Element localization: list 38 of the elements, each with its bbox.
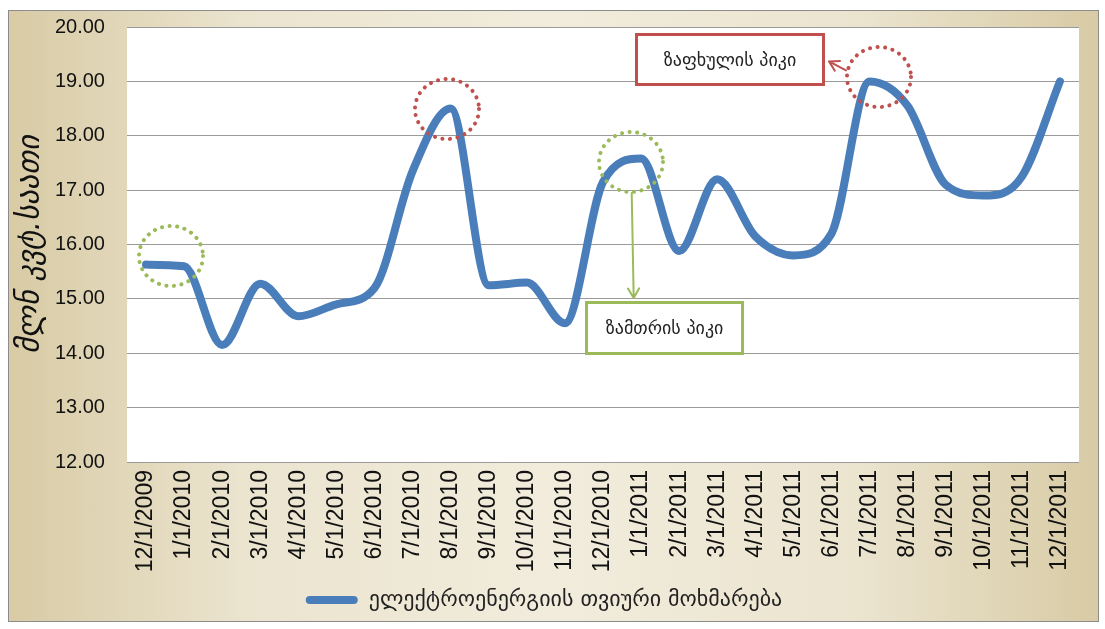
y-tick-label: 14.00	[54, 340, 105, 363]
x-tick-label: 8/1/2010	[436, 470, 463, 560]
x-tick-label: 5/1/2011	[778, 470, 805, 558]
y-tick-label: 19.00	[54, 68, 105, 91]
x-tick-label: 7/1/2010	[397, 470, 424, 560]
x-tick-label: 6/1/2011	[816, 470, 843, 558]
legend-label: ელექტროენერგიის თვიური მოხმარება	[368, 585, 783, 611]
x-tick-label: 4/1/2011	[740, 470, 767, 558]
x-tick-label: 5/1/2010	[321, 470, 348, 560]
y-tick-label: 20.00	[54, 14, 105, 37]
x-tick-label: 2/1/2011	[664, 470, 691, 558]
x-tick-label: 9/1/2011	[931, 470, 958, 558]
x-tick-label: 12/1/2009	[131, 470, 158, 573]
x-tick-label: 3/1/2010	[245, 470, 272, 560]
y-axis-title: მლნ კვტ.საათი	[10, 132, 46, 354]
y-tick-label: 17.00	[54, 177, 105, 200]
y-tick-label: 15.00	[54, 286, 105, 309]
x-tick-label: 4/1/2010	[283, 470, 310, 560]
x-tick-label: 7/1/2011	[854, 470, 881, 558]
x-tick-label: 11/1/2011	[1007, 470, 1034, 569]
y-tick-label: 16.00	[54, 232, 105, 255]
x-tick-label: 2/1/2010	[207, 470, 234, 560]
y-tick-label: 18.00	[54, 123, 105, 146]
x-tick-label: 6/1/2010	[359, 470, 386, 560]
y-tick-label: 12.00	[54, 449, 105, 472]
x-tick-label: 1/1/2011	[626, 470, 653, 558]
x-tick-label: 12/1/2011	[1045, 470, 1072, 571]
annotation: ზაფხულის პიკი	[663, 48, 797, 71]
x-tick-label: 10/1/2010	[512, 470, 539, 573]
y-tick-label: 13.00	[54, 395, 105, 418]
x-tick-label: 8/1/2011	[892, 470, 919, 558]
x-tick-label: 11/1/2010	[550, 470, 577, 571]
x-tick-label: 10/1/2011	[969, 470, 996, 571]
x-tick-label: 9/1/2010	[474, 470, 501, 560]
x-tick-label: 1/1/2010	[169, 470, 196, 560]
annotation: ზამთრის პიკი	[605, 316, 724, 339]
x-tick-label: 12/1/2010	[588, 470, 615, 573]
x-tick-label: 3/1/2011	[702, 470, 729, 558]
